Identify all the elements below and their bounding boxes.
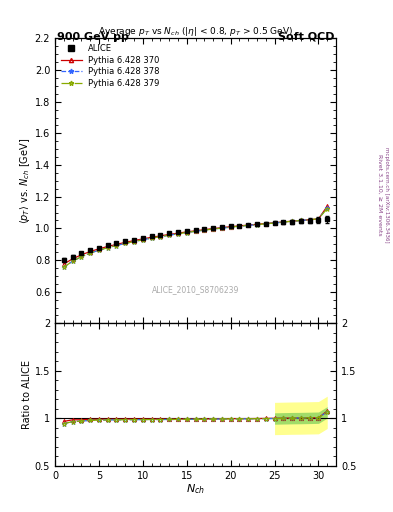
Title: Average $p_T$ vs $N_{ch}$ ($|\eta|$ < 0.8, $p_T$ > 0.5 GeV): Average $p_T$ vs $N_{ch}$ ($|\eta|$ < 0.… [98, 25, 293, 38]
Text: ALICE_2010_S8706239: ALICE_2010_S8706239 [152, 285, 239, 294]
Y-axis label: $\langle p_T\rangle$ vs. $N_{ch}$ [GeV]: $\langle p_T\rangle$ vs. $N_{ch}$ [GeV] [18, 138, 32, 224]
Text: mcplots.cern.ch [arXiv:1306.3436]: mcplots.cern.ch [arXiv:1306.3436] [384, 147, 389, 242]
Text: Rivet 3.1.10, ≥ 2M events: Rivet 3.1.10, ≥ 2M events [377, 154, 382, 236]
X-axis label: $N_{ch}$: $N_{ch}$ [186, 482, 205, 496]
Text: Soft QCD: Soft QCD [278, 32, 335, 42]
Text: 900 GeV pp: 900 GeV pp [57, 32, 129, 42]
Legend: ALICE, Pythia 6.428 370, Pythia 6.428 378, Pythia 6.428 379: ALICE, Pythia 6.428 370, Pythia 6.428 37… [59, 42, 162, 90]
Y-axis label: Ratio to ALICE: Ratio to ALICE [22, 360, 32, 429]
